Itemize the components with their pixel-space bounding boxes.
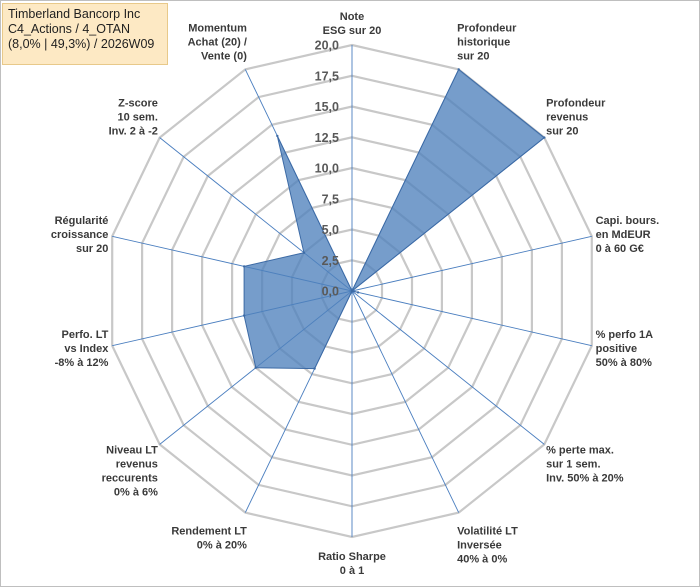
axis-label-8: Rendement LT 0% à 20% xyxy=(171,526,247,552)
tick-label: 15,0 xyxy=(315,100,339,114)
data-point-4 xyxy=(356,291,360,294)
axis-label-10: Perfo. LT vs Index -8% à 12% xyxy=(55,329,110,369)
axis-spoke-4 xyxy=(351,290,592,347)
category-code: C4_Actions / 4_OTAN xyxy=(8,22,131,36)
axis-label-6: Volatilité LT Inversée 40% à 0% xyxy=(457,526,518,566)
series-area-0 xyxy=(243,68,546,370)
tick-label: 5,0 xyxy=(322,223,339,237)
company-name: Timberland Bancorp Inc xyxy=(8,7,141,21)
tick-label: 17,5 xyxy=(315,69,339,83)
tick-label: 10,0 xyxy=(315,162,339,176)
data-point-2 xyxy=(543,136,546,139)
tick-label: 7,5 xyxy=(322,192,339,206)
tick-label: 2,5 xyxy=(322,254,339,268)
tick-label: 20,0 xyxy=(315,39,339,53)
stock-info-box: Timberland Bancorp Inc C4_Actions / 4_OT… xyxy=(2,3,168,65)
period-info: (8,0% | 49,3%) / 2026W09 xyxy=(8,37,155,51)
axis-label-3: Capi. bours. en MdEUR 0 à 60 G€ xyxy=(596,215,660,255)
data-point-12 xyxy=(302,251,306,254)
axis-label-11: Régularité croissance sur 20 xyxy=(51,215,108,255)
data-point-7 xyxy=(350,289,354,293)
axis-labels: Note ESG sur 20 Profondeur historique sur 20… xyxy=(51,11,659,577)
data-point-8 xyxy=(313,367,316,370)
data-point-10 xyxy=(242,314,246,317)
radial-tick-labels: 0,0 2,5 5,0 7,5 10,0 12,5 15,0 17,5 20,0 xyxy=(315,39,339,299)
axis-label-4: % perfo 1A positive 50% à 80% xyxy=(596,329,654,369)
axis-spoke-6 xyxy=(351,290,460,513)
axis-label-9: Niveau LT revenus reccurents 0% à 6% xyxy=(102,445,159,499)
data-point-1 xyxy=(457,68,460,71)
axis-spoke-3 xyxy=(351,235,592,292)
tick-label: 12,5 xyxy=(315,131,339,145)
axis-label-7: Ratio Sharpe 0 à 1 xyxy=(318,551,386,577)
axis-label-12: Z-score 10 sem. Inv. 2 à -2 xyxy=(109,97,158,137)
axis-label-2: Profondeur revenus sur 20 xyxy=(546,97,606,137)
data-point-11 xyxy=(242,265,246,268)
data-point-9 xyxy=(254,366,257,369)
axis-label-0: Note ESG sur 20 xyxy=(323,11,382,37)
axis-label-1: Profondeur historique sur 20 xyxy=(457,22,517,62)
axis-label-13: Momentum Achat (20) / Vente (0) xyxy=(188,22,248,62)
data-point-13 xyxy=(276,134,279,138)
axis-label-5: % perte max. sur 1 sem. Inv. 50% à 20% xyxy=(546,445,624,485)
axis-spoke-5 xyxy=(351,290,545,445)
tick-label: 0,0 xyxy=(322,285,339,299)
radar-series xyxy=(242,68,546,370)
